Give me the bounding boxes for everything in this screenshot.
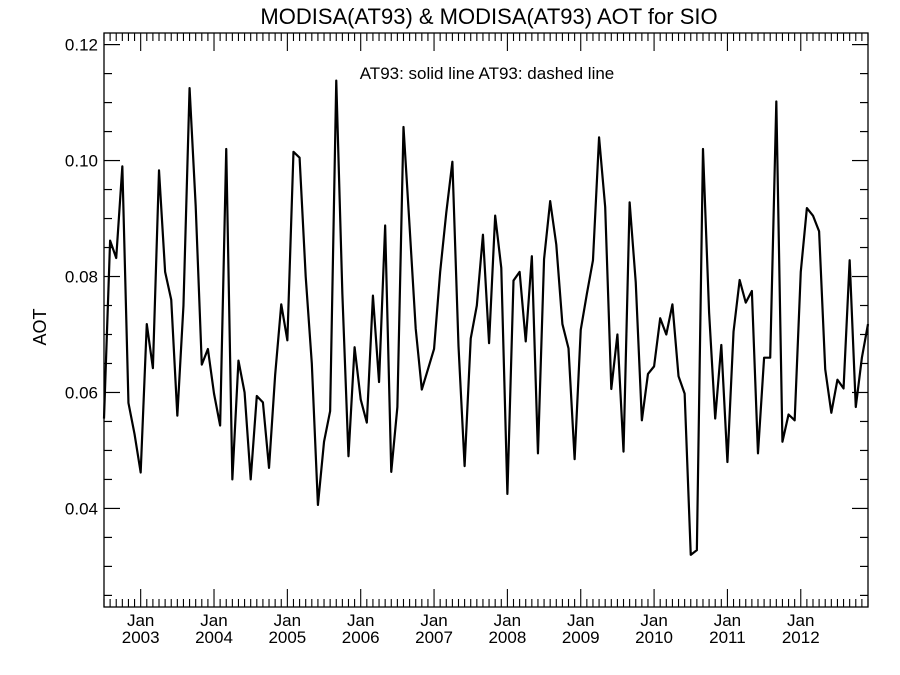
x-tick-month-label: Jan xyxy=(494,611,521,630)
y-tick-label: 0.10 xyxy=(65,152,98,171)
x-tick-year-label: 2008 xyxy=(488,628,526,647)
x-tick-month-label: Jan xyxy=(127,611,154,630)
x-tick-month-label: Jan xyxy=(420,611,447,630)
x-tick-month-label: Jan xyxy=(787,611,814,630)
x-tick-year-label: 2009 xyxy=(562,628,600,647)
plot-frame xyxy=(103,32,869,608)
x-tick-year-label: 2003 xyxy=(122,628,160,647)
y-tick-label: 0.12 xyxy=(65,36,98,55)
y-axis-label: AOT xyxy=(30,308,50,345)
x-tick-month-label: Jan xyxy=(347,611,374,630)
x-tick-month-label: Jan xyxy=(567,611,594,630)
aot-solid-line xyxy=(102,79,870,556)
x-tick-year-label: 2005 xyxy=(268,628,306,647)
chart-title: MODISA(AT93) & MODISA(AT93) AOT for SIO xyxy=(260,4,717,29)
x-tick-year-label: 2011 xyxy=(709,628,746,647)
x-tick-month-label: Jan xyxy=(714,611,741,630)
x-tick-year-label: 2012 xyxy=(782,628,820,647)
y-axis: 0.04 0.06 0.08 0.10 0.12 xyxy=(65,36,868,597)
x-tick-month-label: Jan xyxy=(640,611,667,630)
x-tick-month-label: Jan xyxy=(274,611,301,630)
y-tick-label: 0.04 xyxy=(65,499,98,518)
x-tick-year-label: 2006 xyxy=(342,628,380,647)
y-tick-label: 0.06 xyxy=(65,383,98,402)
y-tick-label: 0.08 xyxy=(65,268,98,287)
x-tick-year-label: 2007 xyxy=(415,628,453,647)
x-tick-year-label: 2004 xyxy=(195,628,233,647)
series-annotation: AT93: solid line AT93: dashed line xyxy=(360,64,615,83)
x-tick-month-label: Jan xyxy=(200,611,227,630)
x-axis: Jan2003Jan2004Jan2005Jan2006Jan2007Jan20… xyxy=(103,33,869,647)
x-tick-year-label: 2010 xyxy=(635,628,673,647)
